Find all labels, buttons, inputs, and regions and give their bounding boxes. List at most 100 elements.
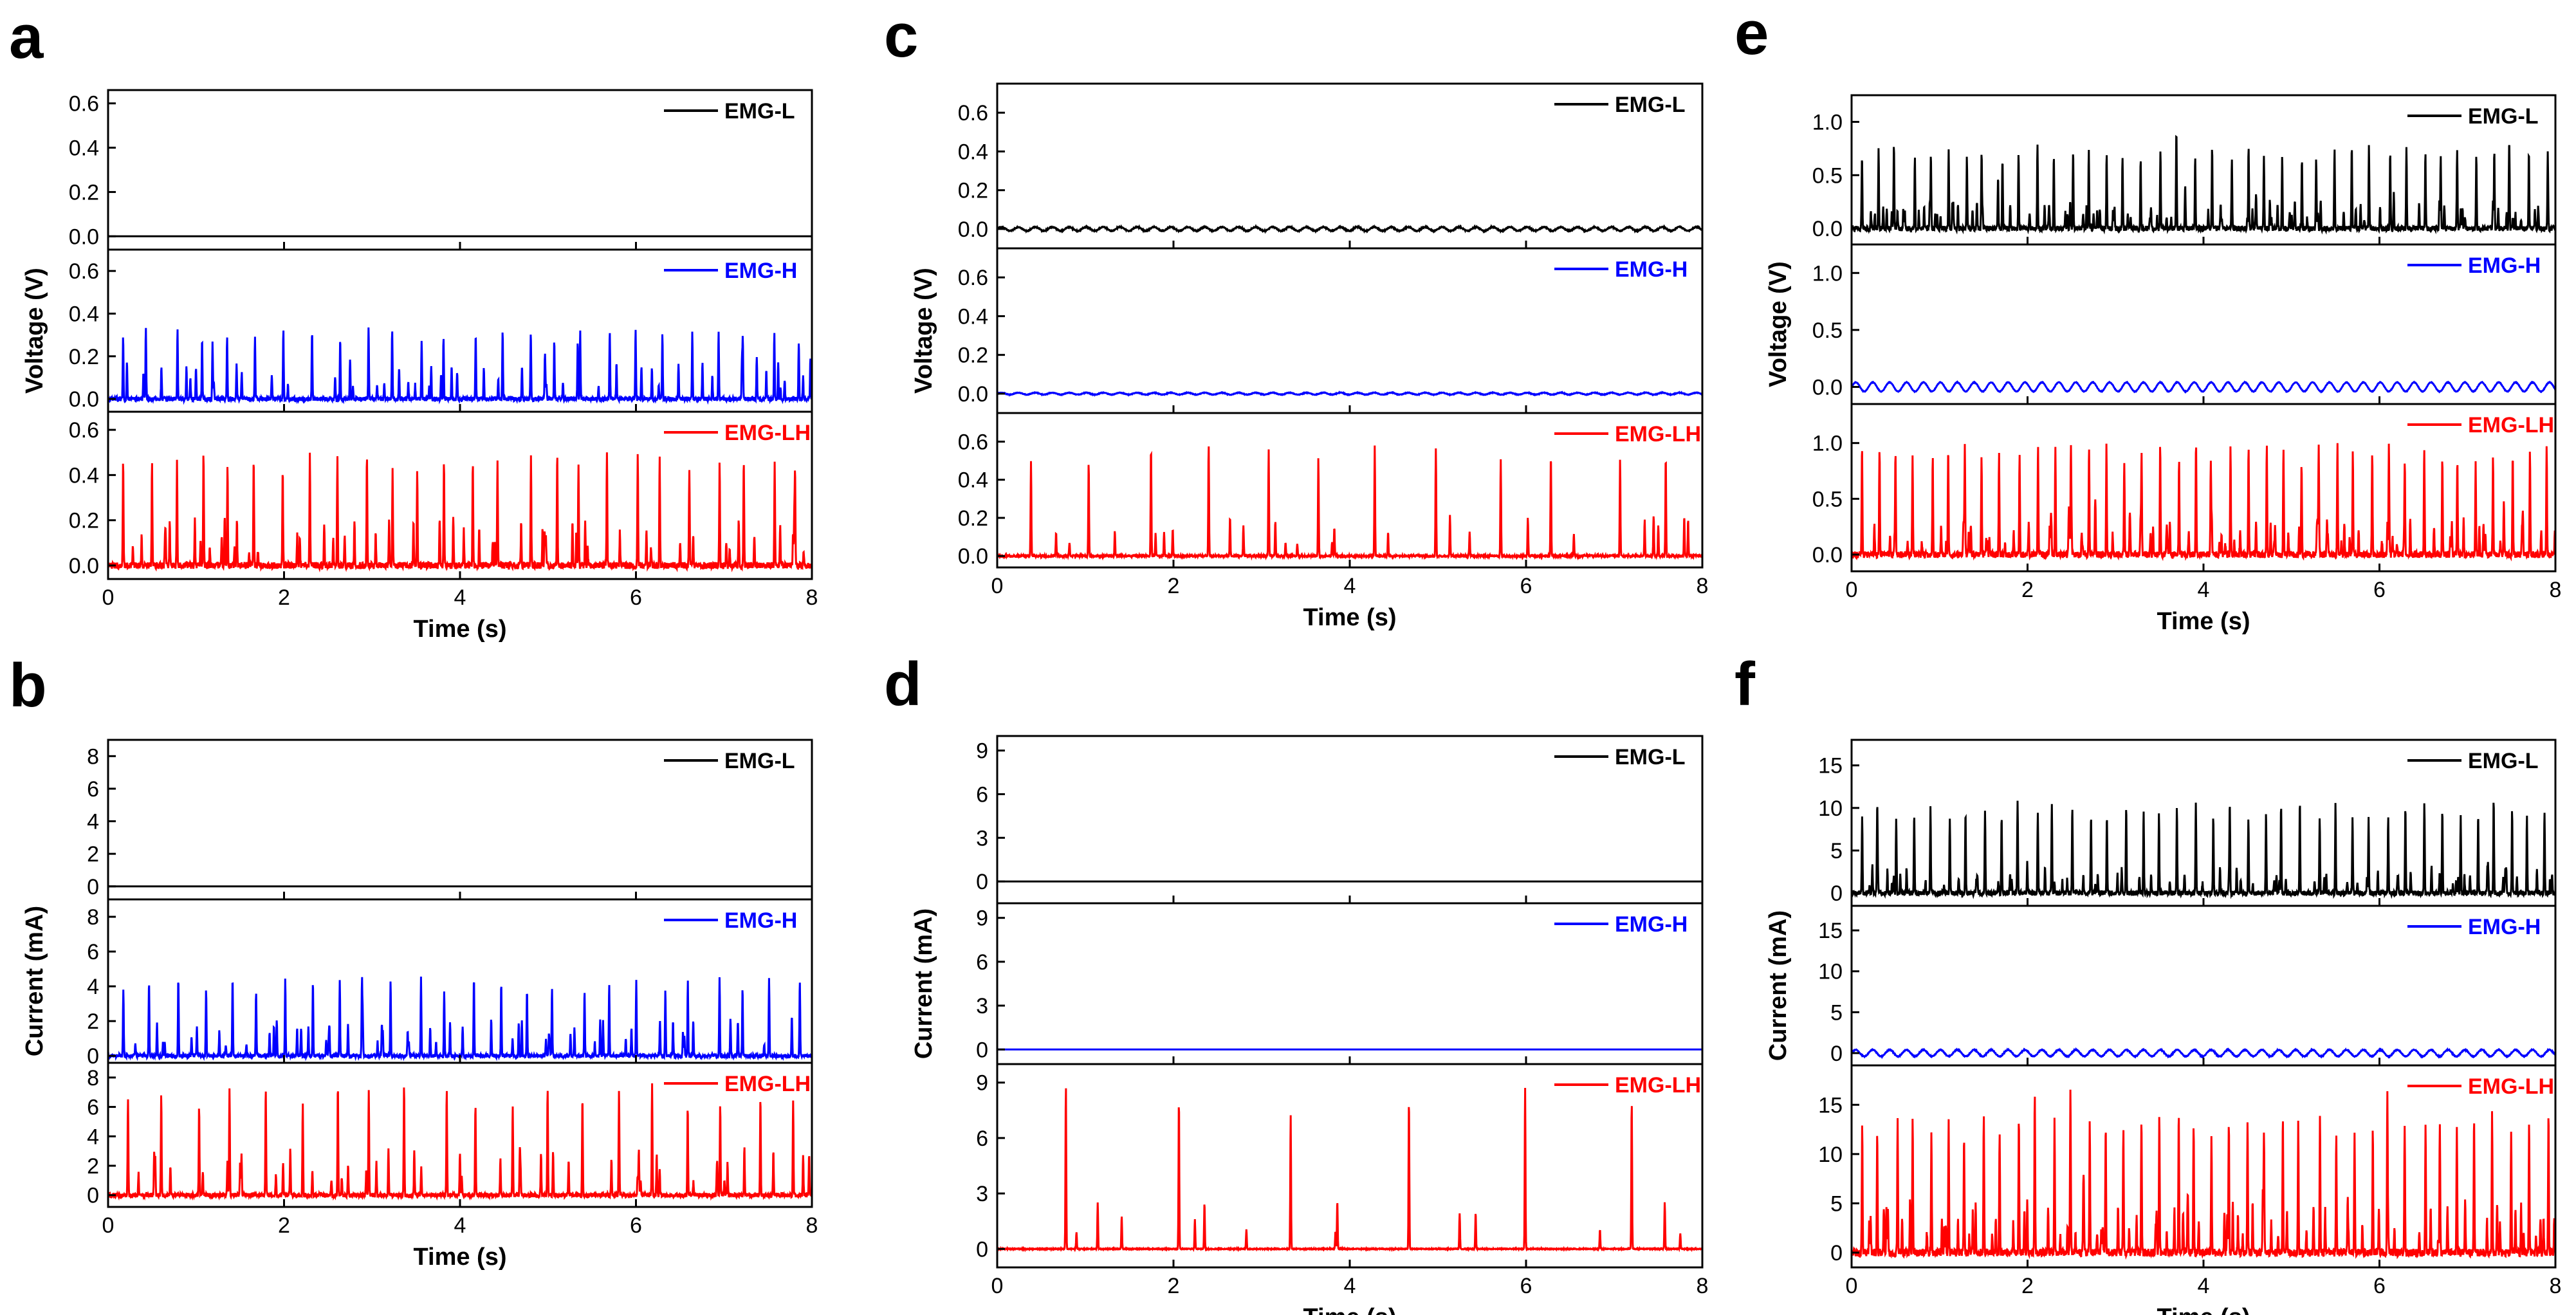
y-tick-label: 4 bbox=[87, 810, 99, 834]
subplot-emg-lh: 0 5 10 15 EMG-LH bbox=[1818, 1064, 2557, 1269]
y-tick-label: 0.0 bbox=[69, 225, 99, 249]
plot-frame bbox=[107, 898, 813, 1064]
legend-label: EMG-H bbox=[1615, 912, 1688, 937]
subplot-emg-l: 0.0 0.5 1.0 EMG-L bbox=[1812, 94, 2557, 246]
y-axis-title: Voltage (V) bbox=[910, 268, 937, 394]
x-axis-title: Time (s) bbox=[1303, 604, 1396, 631]
y-tick-label: 0 bbox=[1830, 1042, 1843, 1066]
x-tick-label: 0 bbox=[1846, 578, 1858, 602]
subplot-emg-lh: 0 2 4 6 8 EMG-LH bbox=[87, 1062, 813, 1208]
plot-frame bbox=[996, 412, 1704, 569]
y-tick-label: 6 bbox=[976, 950, 988, 975]
y-tick-label: 1.0 bbox=[1812, 261, 1843, 286]
y-tick-label: 3 bbox=[976, 1182, 988, 1206]
y-tick-label: 9 bbox=[976, 739, 988, 764]
legend-label: EMG-LH bbox=[2468, 1074, 2554, 1099]
y-tick-label: 0.4 bbox=[69, 302, 99, 326]
y-tick-label: 0 bbox=[1830, 1241, 1843, 1265]
subplot-emg-h: 0 2 4 6 8 EMG-H bbox=[87, 898, 813, 1069]
plot-frame bbox=[107, 89, 813, 251]
x-tick-label: 4 bbox=[2198, 1274, 2210, 1298]
series-line-emg-h bbox=[108, 976, 812, 1062]
panel-d: d 0 3 6 9 EMG-L 0 3 6 9 EMG-H 0 3 6 9 EMG-LH 0 2 4 6 8 Time (… bbox=[884, 650, 1708, 1315]
plot-frame bbox=[996, 902, 1704, 1065]
subplot-emg-h: 0.0 0.5 1.0 EMG-H bbox=[1812, 243, 2557, 405]
plot-frame bbox=[996, 735, 1704, 905]
x-tick-label: 8 bbox=[2550, 578, 2562, 602]
y-tick-label: 0.5 bbox=[1812, 318, 1843, 343]
x-axis-title: Time (s) bbox=[413, 1244, 506, 1271]
subplot-emg-h: 0.0 0.2 0.4 0.6 EMG-H bbox=[958, 247, 1704, 414]
y-tick-label: 4 bbox=[87, 1125, 99, 1149]
x-tick-label: 2 bbox=[2021, 1274, 2034, 1298]
panel-letter: c bbox=[884, 1, 918, 70]
x-tick-label: 2 bbox=[1168, 1274, 1180, 1298]
x-axis-title: Time (s) bbox=[2157, 1304, 2250, 1315]
panel-letter: a bbox=[9, 3, 44, 71]
y-tick-label: 5 bbox=[1830, 839, 1843, 863]
x-tick-label: 4 bbox=[1344, 574, 1356, 598]
y-tick-label: 9 bbox=[976, 1071, 988, 1096]
subplot-emg-h: 0.0 0.2 0.4 0.6 EMG-H bbox=[69, 248, 813, 413]
x-tick-label: 6 bbox=[630, 585, 642, 610]
y-tick-label: 0.0 bbox=[69, 554, 99, 578]
y-tick-label: 0.4 bbox=[958, 304, 988, 329]
y-tick-label: 0.4 bbox=[69, 136, 99, 161]
subplot-emg-lh: 0.0 0.5 1.0 EMG-LH bbox=[1812, 403, 2557, 573]
x-tick-label: 0 bbox=[991, 574, 1004, 598]
y-tick-label: 1.0 bbox=[1812, 110, 1843, 134]
y-tick-label: 0.6 bbox=[958, 430, 988, 454]
y-tick-label: 0.5 bbox=[1812, 163, 1843, 188]
x-tick-label: 2 bbox=[2021, 578, 2034, 602]
y-tick-label: 0 bbox=[87, 1184, 99, 1208]
series-line-emg-h bbox=[1852, 380, 2555, 394]
y-tick-label: 2 bbox=[87, 1009, 99, 1034]
y-tick-label: 3 bbox=[976, 826, 988, 851]
legend-label: EMG-LH bbox=[724, 421, 811, 445]
y-tick-label: 0.6 bbox=[958, 266, 988, 290]
y-tick-label: 15 bbox=[1818, 754, 1843, 778]
y-tick-label: 0 bbox=[87, 1044, 99, 1069]
legend-label: EMG-H bbox=[1615, 257, 1688, 282]
legend-label: EMG-L bbox=[2468, 104, 2539, 129]
y-tick-label: 3 bbox=[976, 994, 988, 1018]
subplot-emg-lh: 0.0 0.2 0.4 0.6 EMG-LH bbox=[958, 412, 1704, 569]
y-tick-label: 0.4 bbox=[958, 140, 988, 164]
y-axis-title: Current (mA) bbox=[21, 906, 48, 1056]
y-axis-title: Current (mA) bbox=[1765, 910, 1792, 1061]
series-line-emg-lh bbox=[1852, 443, 2555, 562]
y-tick-label: 6 bbox=[976, 782, 988, 807]
legend-label: EMG-H bbox=[724, 259, 797, 283]
plot-frame bbox=[107, 739, 813, 901]
y-axis-title: Current (mA) bbox=[910, 908, 937, 1059]
legend-label: EMG-L bbox=[2468, 749, 2539, 773]
legend-label: EMG-L bbox=[1615, 93, 1686, 117]
y-tick-label: 0.0 bbox=[958, 382, 988, 407]
series-line-emg-lh bbox=[997, 445, 1702, 561]
y-tick-label: 0.6 bbox=[69, 259, 99, 284]
panel-a: a0.00.20.40.6 EMG-L0.00.20.40.6 EMG-H0.00.… bbox=[9, 3, 818, 643]
y-tick-label: 0.0 bbox=[1812, 375, 1843, 400]
y-tick-label: 0 bbox=[976, 870, 988, 894]
series-line-emg-l bbox=[1852, 800, 2555, 899]
y-tick-label: 4 bbox=[87, 975, 99, 999]
legend-label: EMG-H bbox=[724, 908, 797, 933]
legend-label: EMG-L bbox=[1615, 745, 1686, 769]
y-tick-label: 0.5 bbox=[1812, 487, 1843, 511]
subplot-emg-lh: 0.0 0.2 0.4 0.6 EMG-LH bbox=[69, 410, 813, 580]
subplot-emg-l: 0 5 10 15 EMG-L bbox=[1818, 739, 2557, 907]
panel-letter: b bbox=[9, 651, 47, 720]
x-tick-label: 4 bbox=[454, 1213, 466, 1238]
x-tick-label: 4 bbox=[454, 585, 466, 610]
x-tick-label: 6 bbox=[630, 1213, 642, 1238]
legend-label: EMG-LH bbox=[1615, 422, 1701, 446]
plot-frame bbox=[996, 1063, 1704, 1269]
x-tick-label: 6 bbox=[1520, 1274, 1532, 1298]
y-tick-label: 0 bbox=[976, 1237, 988, 1262]
y-tick-label: 9 bbox=[976, 906, 988, 931]
subplot-emg-l: 0.0 0.2 0.4 0.6 EMG-L bbox=[958, 82, 1704, 250]
x-tick-label: 0 bbox=[991, 1274, 1004, 1298]
series-line-emg-h bbox=[997, 391, 1702, 397]
panel-e: e 0.0 0.5 1.0 EMG-L 0.0 0.5 1.0 EMG-H 0.0 0.5 1.0 EM… bbox=[1734, 0, 2561, 635]
